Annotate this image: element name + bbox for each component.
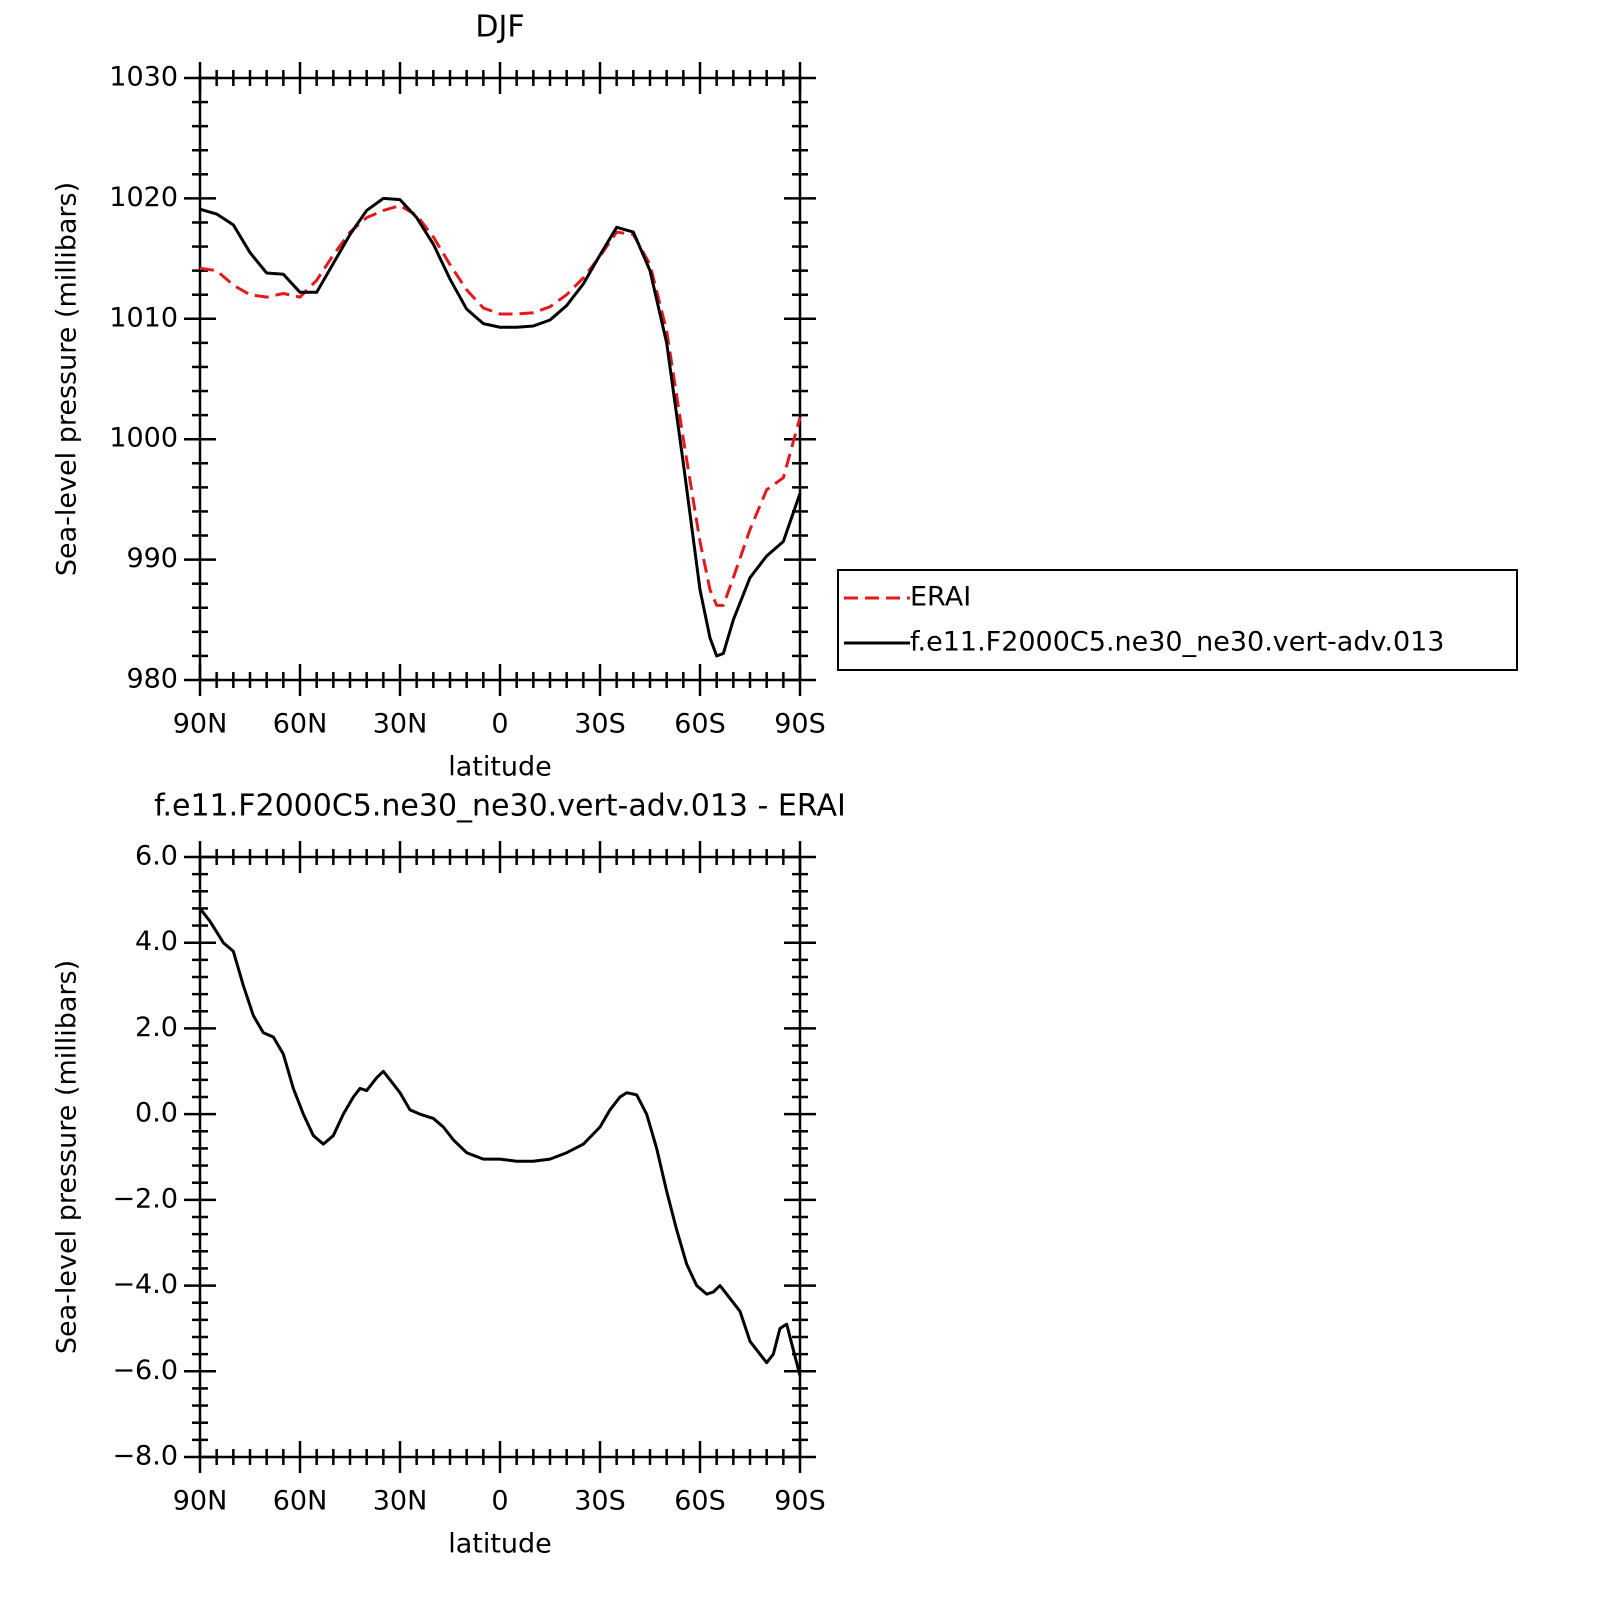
y-tick-label: 6.0: [135, 841, 178, 872]
data-line: [199, 196, 802, 658]
y-tick-label: 1030: [109, 62, 178, 93]
x-tick-label: 60N: [273, 709, 328, 740]
x-tick-label: 90S: [774, 709, 826, 740]
chart-title: f.e11.F2000C5.ne30_ne30.vert-adv.013 - E…: [154, 789, 846, 824]
y-axis-label: Sea-level pressure (millibars): [52, 182, 83, 576]
y-tick-label: 980: [126, 664, 178, 695]
x-tick-label: 90S: [774, 1486, 826, 1517]
y-tick-label: 2.0: [135, 1012, 178, 1043]
y-tick-label: −8.0: [112, 1441, 178, 1472]
y-tick-label: 1020: [109, 182, 178, 213]
x-tick-label: 30S: [574, 709, 626, 740]
x-tick-label: 60S: [674, 1486, 726, 1517]
y-tick-label: 0.0: [135, 1098, 178, 1129]
legend-box: [837, 569, 1518, 671]
y-axis-label: Sea-level pressure (millibars): [52, 960, 83, 1354]
y-tick-label: 4.0: [135, 926, 178, 957]
x-tick-label: 60N: [273, 1486, 328, 1517]
x-tick-label: 90N: [173, 1486, 228, 1517]
data-line: [199, 204, 802, 607]
x-axis-label: latitude: [448, 1529, 552, 1560]
y-tick-label: −2.0: [112, 1183, 178, 1214]
x-tick-label: 0: [491, 709, 508, 740]
x-tick-label: 90N: [173, 709, 228, 740]
data-line: [198, 907, 802, 1376]
x-tick-label: 60S: [674, 709, 726, 740]
x-tick-label: 30S: [574, 1486, 626, 1517]
x-tick-label: 0: [491, 1486, 508, 1517]
plot-frame: [198, 855, 802, 1459]
y-tick-label: 1010: [109, 302, 178, 333]
chart-title: DJF: [475, 10, 524, 45]
legend-label: f.e11.F2000C5.ne30_ne30.vert-adv.013: [910, 627, 1444, 658]
legend-label: ERAI: [910, 582, 971, 613]
y-tick-label: 990: [126, 543, 178, 574]
x-tick-label: 30N: [373, 709, 428, 740]
y-tick-label: −4.0: [112, 1269, 178, 1300]
y-tick-label: 1000: [109, 423, 178, 454]
x-tick-label: 30N: [373, 1486, 428, 1517]
y-tick-label: −6.0: [112, 1355, 178, 1386]
x-axis-label: latitude: [448, 752, 552, 783]
